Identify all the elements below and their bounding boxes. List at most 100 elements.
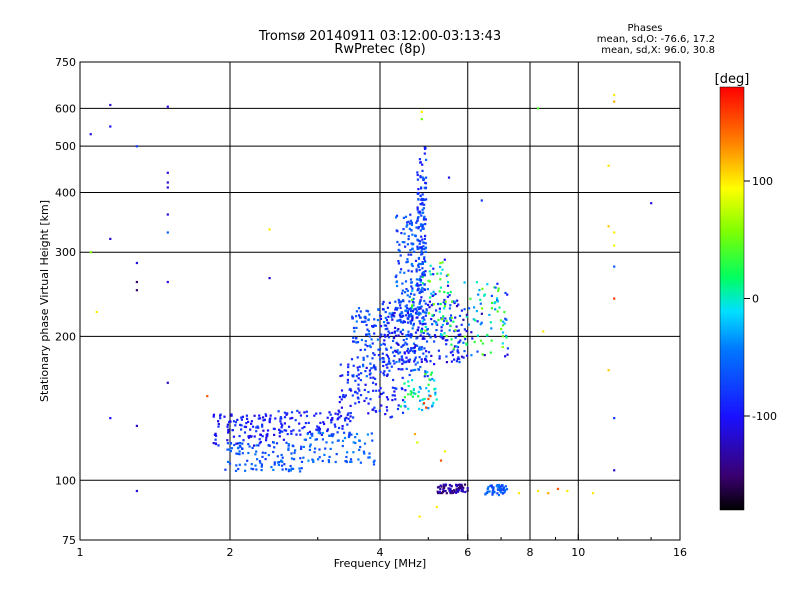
data-point — [421, 211, 424, 214]
data-point — [405, 367, 408, 370]
data-point — [418, 320, 421, 323]
data-point — [358, 389, 361, 392]
axis-ticks: 1 2 4 6 8 10 16 75 100 200 300 400 500 600 750 — [55, 56, 687, 559]
data-point — [422, 331, 425, 335]
data-point — [424, 329, 427, 332]
data-point — [431, 405, 434, 408]
data-point — [420, 253, 423, 256]
data-point — [252, 425, 255, 428]
data-point — [409, 315, 412, 318]
data-point — [451, 354, 454, 357]
data-point — [460, 484, 463, 487]
data-point — [447, 273, 450, 276]
data-point — [364, 340, 367, 343]
data-point — [292, 445, 295, 448]
data-point — [317, 431, 320, 434]
data-point — [434, 393, 437, 396]
data-point — [230, 414, 233, 417]
data-point — [457, 351, 460, 354]
data-point — [383, 374, 386, 377]
data-point — [265, 436, 268, 439]
data-point — [357, 458, 360, 461]
data-point — [486, 490, 489, 493]
data-point — [416, 238, 419, 241]
data-point — [439, 335, 442, 338]
data-point — [438, 357, 441, 360]
data-point — [365, 323, 368, 327]
data-point — [240, 416, 243, 419]
data-point — [374, 366, 377, 369]
data-point — [441, 490, 445, 493]
data-point — [490, 307, 493, 310]
data-point — [449, 324, 452, 327]
data-point — [422, 218, 425, 221]
data-point — [292, 467, 295, 470]
data-point — [421, 223, 425, 226]
data-point — [355, 320, 358, 323]
data-point — [299, 457, 302, 460]
data-point — [505, 336, 508, 339]
data-point — [413, 308, 416, 311]
data-point — [420, 246, 423, 249]
data-point — [419, 290, 423, 293]
data-point — [410, 262, 414, 266]
data-point — [262, 419, 265, 422]
data-point — [402, 399, 405, 402]
data-point — [384, 328, 387, 331]
data-point — [358, 314, 361, 317]
data-point — [451, 350, 454, 353]
data-point — [424, 247, 427, 250]
data-point — [243, 431, 247, 434]
data-point — [357, 387, 360, 390]
data-point — [443, 291, 446, 294]
data-point — [441, 268, 444, 271]
data-point — [374, 377, 377, 380]
data-point — [419, 322, 422, 325]
data-point — [422, 310, 425, 313]
data-point — [439, 333, 443, 336]
data-point — [226, 460, 230, 463]
data-point — [234, 421, 238, 424]
data-point — [109, 417, 112, 420]
data-point — [481, 353, 484, 356]
data-point — [404, 305, 407, 308]
data-point — [417, 307, 420, 311]
data-point — [394, 300, 397, 303]
data-point — [421, 176, 424, 179]
data-point — [314, 438, 317, 441]
data-point — [429, 336, 432, 339]
data-point — [403, 400, 406, 404]
data-point — [416, 173, 419, 177]
x-tick-label: 6 — [464, 546, 471, 559]
data-point — [404, 291, 407, 294]
data-point — [378, 409, 381, 412]
data-point — [212, 415, 215, 418]
data-point — [406, 258, 409, 261]
data-point — [500, 484, 504, 487]
data-point — [280, 453, 283, 457]
data-point — [362, 365, 365, 368]
data-point — [406, 289, 409, 292]
data-point — [228, 448, 231, 451]
data-point — [442, 486, 445, 489]
data-point — [290, 457, 294, 460]
data-point — [489, 351, 492, 354]
data-point — [425, 158, 428, 161]
data-point — [432, 401, 435, 404]
data-point — [432, 293, 435, 297]
data-point — [421, 267, 424, 270]
data-point — [420, 250, 423, 253]
data-point — [428, 378, 431, 381]
data-point — [446, 322, 449, 325]
data-point — [233, 443, 236, 447]
data-point — [383, 339, 386, 342]
data-point — [109, 237, 112, 240]
data-point — [391, 399, 394, 402]
data-point — [474, 319, 477, 322]
data-point — [388, 369, 391, 372]
data-point — [357, 369, 360, 372]
data-point — [542, 330, 545, 333]
data-point — [413, 250, 416, 253]
data-point — [442, 488, 445, 491]
data-point — [445, 343, 448, 346]
